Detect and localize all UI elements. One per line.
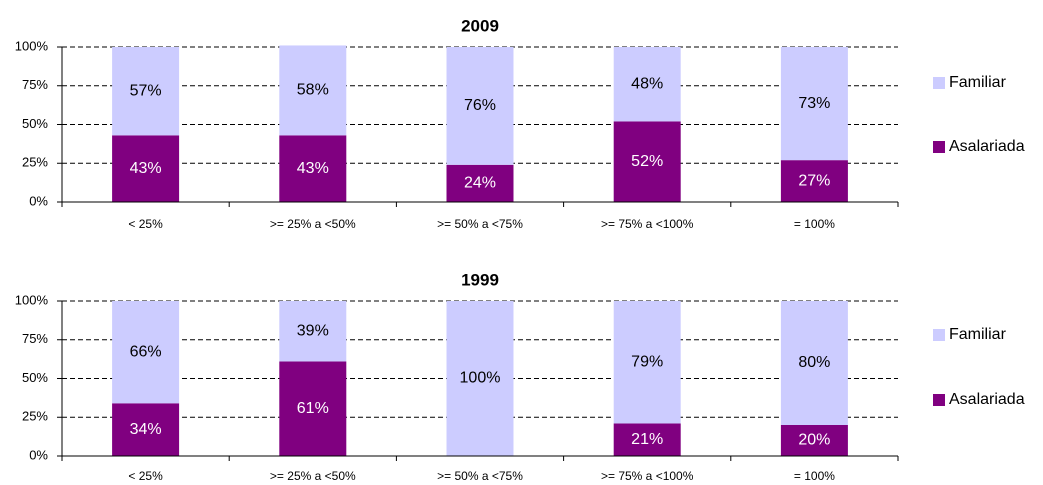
y-tick-label: 0%	[29, 447, 48, 462]
data-label: 80%	[798, 354, 830, 371]
y-tick-label: 25%	[22, 409, 48, 424]
data-label: 52%	[631, 153, 663, 170]
legend-swatch	[933, 141, 945, 153]
bar-segment	[112, 135, 180, 202]
bar-segment	[613, 423, 681, 456]
legend-swatch	[933, 394, 945, 406]
data-label: 66%	[130, 343, 162, 360]
bar-segment	[112, 403, 180, 456]
x-tick-label: >= 75% a <100%	[601, 469, 694, 483]
bar-segment	[279, 301, 347, 362]
data-label: 58%	[297, 82, 329, 99]
bar-segment	[279, 45, 347, 136]
data-label: 21%	[631, 431, 663, 448]
data-label: 100%	[460, 370, 501, 387]
bar-segment	[780, 301, 848, 425]
chart-title: 1999	[461, 270, 499, 289]
y-tick-label: 75%	[22, 331, 48, 346]
bar-segment	[780, 160, 848, 202]
legend-swatch	[933, 329, 945, 341]
x-tick-label: >= 75% a <100%	[601, 217, 694, 231]
data-label: 61%	[297, 400, 329, 417]
x-tick-label: >= 25% a <50%	[270, 217, 356, 231]
bar-segment	[613, 47, 681, 122]
x-tick-label: < 25%	[128, 469, 163, 483]
legend-label: Asalariada	[949, 138, 1025, 155]
x-tick-label: < 25%	[128, 217, 163, 231]
data-label: 73%	[798, 95, 830, 112]
y-tick-label: 25%	[22, 155, 48, 170]
data-label: 79%	[631, 353, 663, 370]
data-label: 76%	[464, 97, 496, 114]
data-label: 39%	[297, 322, 329, 339]
bar-segment	[112, 47, 180, 136]
data-label: 43%	[297, 160, 329, 177]
bar-segment	[446, 47, 514, 165]
bar-segment	[446, 301, 514, 456]
data-label: 34%	[130, 421, 162, 438]
y-tick-label: 100%	[15, 292, 49, 307]
data-label: 48%	[631, 75, 663, 92]
y-tick-label: 100%	[15, 38, 49, 53]
bar-segment	[112, 301, 180, 404]
bar-segment	[446, 164, 514, 202]
data-label: 24%	[464, 175, 496, 192]
x-tick-label: >= 50% a <75%	[437, 217, 523, 231]
y-tick-label: 0%	[29, 193, 48, 208]
data-label: 43%	[130, 160, 162, 177]
legend-label: Familiar	[949, 326, 1007, 343]
bar-segment	[279, 361, 347, 456]
bar-segment	[613, 301, 681, 424]
x-tick-label: >= 25% a <50%	[270, 469, 356, 483]
bar-segment	[279, 135, 347, 202]
legend-label: Asalariada	[949, 391, 1025, 408]
bar-segment	[780, 425, 848, 456]
y-tick-label: 75%	[22, 77, 48, 92]
x-tick-label: = 100%	[794, 217, 835, 231]
legend-swatch	[933, 77, 945, 89]
data-label: 57%	[130, 82, 162, 99]
bar-segment	[613, 121, 681, 202]
y-tick-label: 50%	[22, 116, 48, 131]
chart-title: 2009	[461, 16, 499, 35]
y-tick-label: 50%	[22, 370, 48, 385]
data-label: 27%	[798, 172, 830, 189]
x-tick-label: >= 50% a <75%	[437, 469, 523, 483]
data-label: 20%	[798, 432, 830, 449]
bar-segment	[780, 47, 848, 161]
legend-label: Familiar	[949, 74, 1007, 91]
x-tick-label: = 100%	[794, 469, 835, 483]
